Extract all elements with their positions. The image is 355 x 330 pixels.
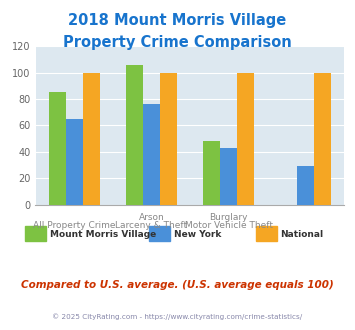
Text: All Property Crime: All Property Crime (33, 221, 115, 230)
Bar (203, 141, 220, 205)
Bar (49, 92, 66, 205)
Text: Motor Vehicle Theft: Motor Vehicle Theft (185, 221, 273, 230)
Bar (160, 73, 177, 205)
Bar (143, 104, 160, 205)
Bar (314, 73, 331, 205)
Text: Compared to U.S. average. (U.S. average equals 100): Compared to U.S. average. (U.S. average … (21, 280, 334, 290)
Bar (83, 73, 100, 205)
Bar (126, 65, 143, 205)
Text: Mount Morris Village: Mount Morris Village (50, 230, 156, 239)
Bar (220, 148, 237, 205)
Text: Larceny & Theft: Larceny & Theft (115, 221, 187, 230)
Text: Burglary: Burglary (209, 213, 248, 222)
Text: New York: New York (174, 230, 221, 239)
Bar (66, 119, 83, 205)
Text: Arson: Arson (138, 213, 164, 222)
Text: © 2025 CityRating.com - https://www.cityrating.com/crime-statistics/: © 2025 CityRating.com - https://www.city… (53, 314, 302, 320)
Text: Property Crime Comparison: Property Crime Comparison (63, 35, 292, 50)
Text: National: National (280, 230, 323, 239)
Text: 2018 Mount Morris Village: 2018 Mount Morris Village (69, 13, 286, 28)
Bar (297, 166, 314, 205)
Bar (237, 73, 254, 205)
